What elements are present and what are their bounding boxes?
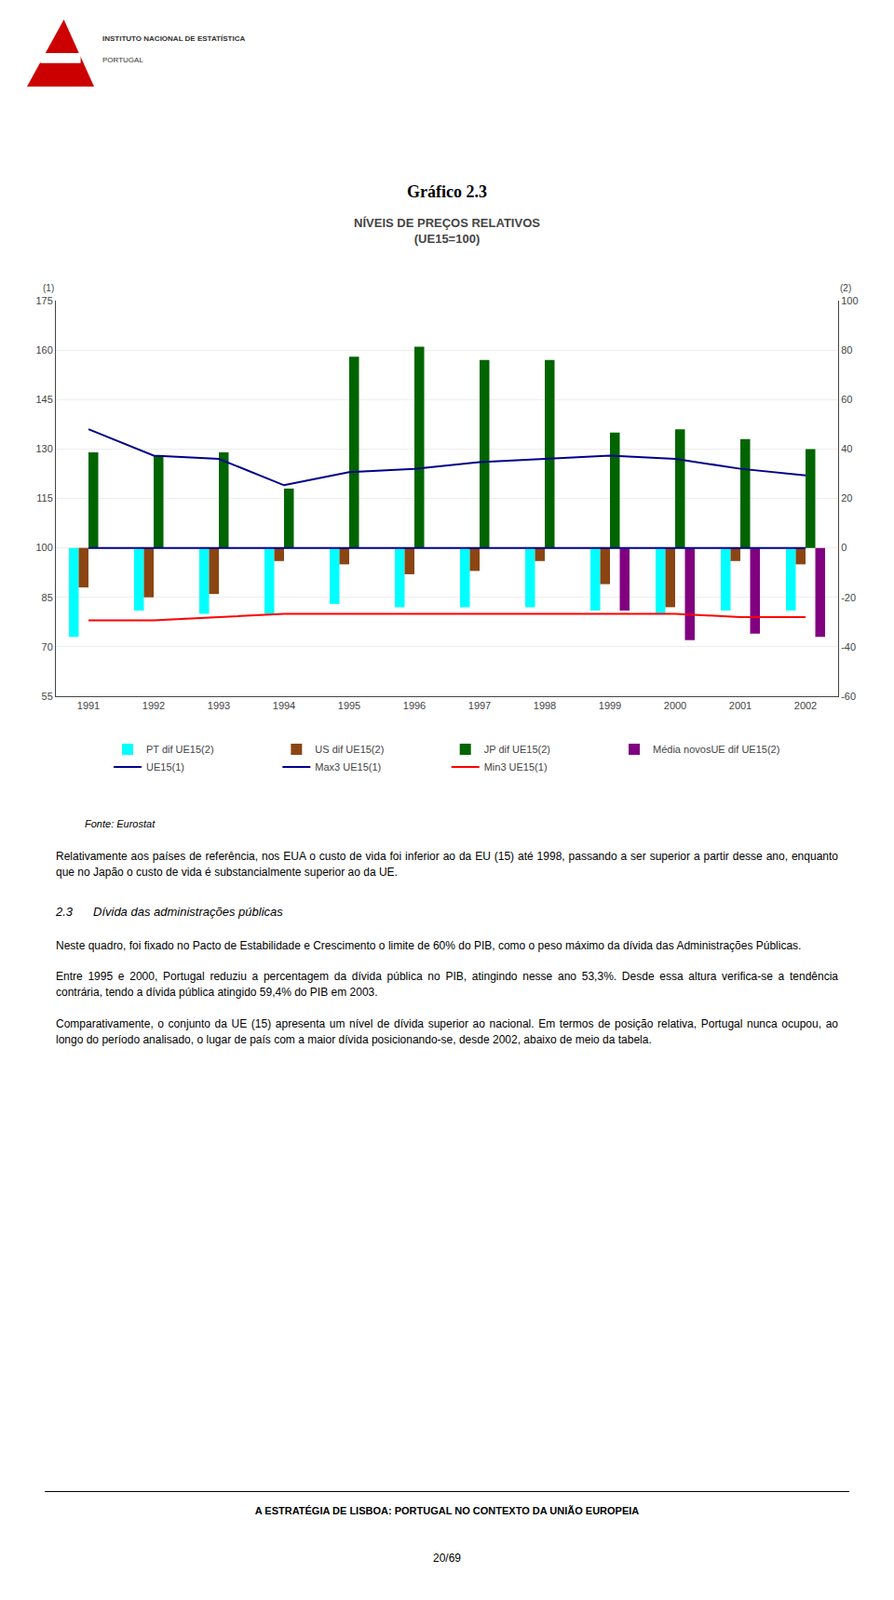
html-text:Dívida das administrações públ: Dívida das administrações públicas [93,904,283,919]
svg-text:0: 0 [840,541,847,554]
html-text:Entre 1995 e 2000, Portugal re: Entre 1995 e 2000, Portugal reduziu a pe… [55,970,839,1000]
svg-text:2002: 2002 [794,700,817,712]
svg-text:(2): (2) [839,283,852,294]
svg-text:60: 60 [840,393,853,406]
html-text:Fonte: Eurostat: Fonte: Eurostat [84,818,155,830]
html-text:20/69: 20/69 [433,1552,461,1566]
svg-text:Média novosUE dif UE15(2): Média novosUE dif UE15(2) [652,744,780,756]
svg-text:Max3 UE15(1): Max3 UE15(1) [314,761,381,773]
svg-text:40: 40 [840,443,853,455]
svg-text:-20: -20 [840,592,856,604]
svg-text:PT dif UE15(2): PT dif UE15(2) [146,744,215,756]
svg-text:145: 145 [35,393,53,406]
svg-text:(1): (1) [42,283,55,294]
svg-text:20: 20 [840,492,853,504]
svg-text:1998: 1998 [533,700,556,712]
html-text:Comparativamente, o conjunto d: Comparativamente, o conjunto da UE (15) … [55,1017,839,1047]
svg-text:100: 100 [35,541,53,554]
svg-text:1995: 1995 [338,700,361,712]
html-text:INSTITUTO NACIONAL DE ESTATÍST: INSTITUTO NACIONAL DE ESTATÍSTICA [102,34,246,43]
svg-text:1994: 1994 [272,700,296,712]
html-text:Gráfico 2.3: Gráfico 2.3 [406,182,488,202]
svg-text:160: 160 [35,344,53,356]
svg-text:175: 175 [35,295,53,307]
svg-text:1999: 1999 [598,700,622,712]
svg-text:1992: 1992 [142,700,165,712]
svg-text:UE15(1): UE15(1) [146,761,185,773]
svg-text:NÍVEIS DE PREÇOS RELATIVOS(UE1: NÍVEIS DE PREÇOS RELATIVOS(UE15=100) [353,216,541,246]
svg-text:2000: 2000 [663,700,687,712]
svg-text:US dif UE15(2): US dif UE15(2) [314,744,384,756]
html-text:Relativamente aos países de re: Relativamente aos países de referência, … [55,850,839,880]
svg-text:55: 55 [41,690,54,703]
html-text:A ESTRATÉGIA DE LISBOA: PORTUG: A ESTRATÉGIA DE LISBOA: PORTUGAL NO CONT… [254,1505,640,1518]
svg-text:JP dif UE15(2): JP dif UE15(2) [484,744,551,756]
svg-text:85: 85 [41,592,54,604]
svg-text:-60: -60 [840,690,856,703]
svg-text:115: 115 [36,492,54,504]
svg-text:2001: 2001 [729,700,752,712]
svg-text:100: 100 [840,295,858,307]
svg-text:1996: 1996 [403,700,426,712]
svg-text:80: 80 [840,344,853,356]
svg-text:-40: -40 [840,641,856,653]
svg-text:Min3 UE15(1): Min3 UE15(1) [484,761,548,773]
svg-text:1997: 1997 [468,700,491,712]
svg-text:70: 70 [41,641,54,653]
svg-text:1991: 1991 [77,700,100,712]
svg-text:130: 130 [35,443,53,455]
html-text:PORTUGAL: PORTUGAL [102,55,144,65]
html-text:2.3: 2.3 [55,904,73,919]
svg-text:1993: 1993 [207,700,231,712]
html-text:Neste quadro, foi fixado no Pa: Neste quadro, foi fixado no Pacto de Est… [55,939,802,953]
